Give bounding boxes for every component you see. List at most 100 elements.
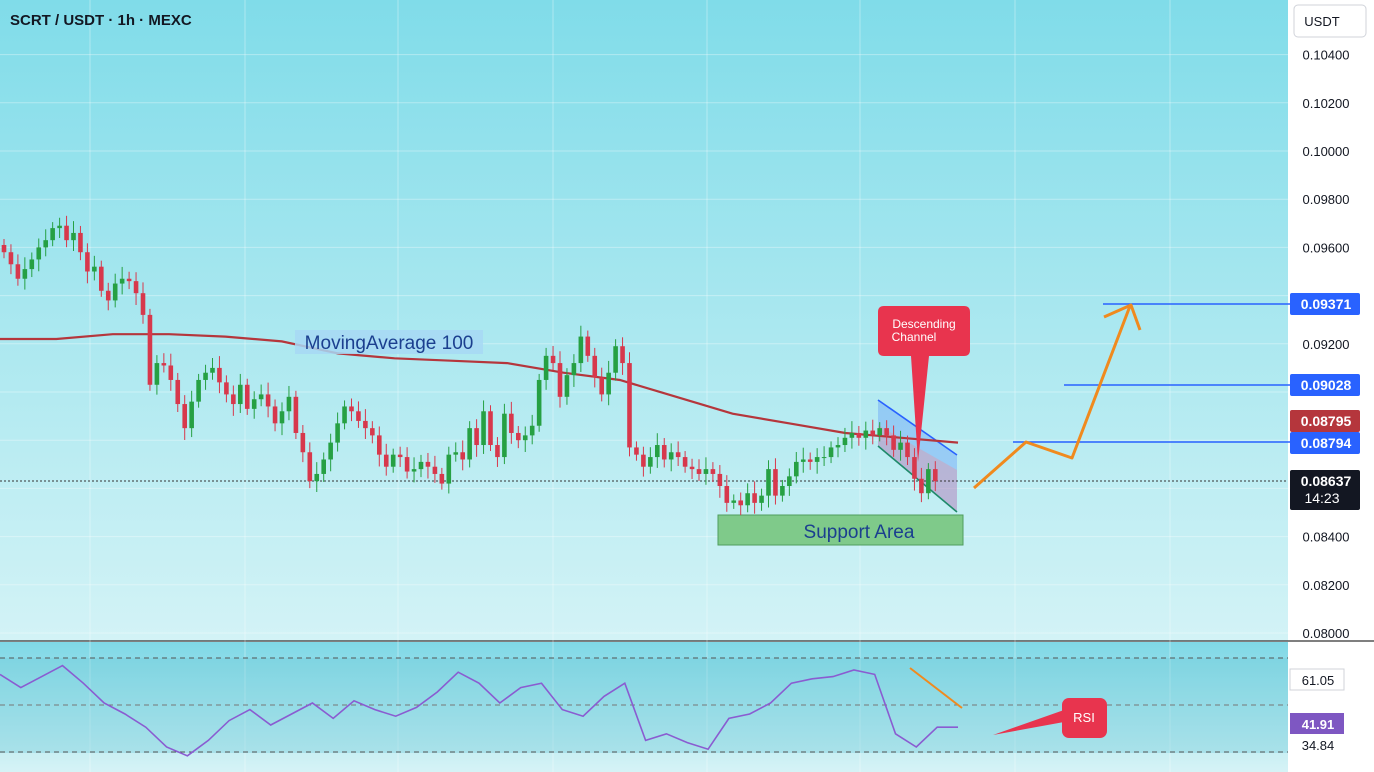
candle-body <box>731 500 736 502</box>
candle-body <box>141 293 146 315</box>
candle-body <box>245 385 250 409</box>
price-tick-label: 0.10400 <box>1303 48 1350 63</box>
candle-body <box>773 469 778 496</box>
rsi-callout-label: RSI <box>1073 710 1095 725</box>
price-tick-label: 0.09800 <box>1303 192 1350 207</box>
candle-body <box>926 469 931 493</box>
candle-body <box>148 315 153 385</box>
candle-body <box>815 457 820 462</box>
candle-body <box>537 380 542 426</box>
candle-body <box>127 279 132 281</box>
candle-body <box>460 452 465 459</box>
candle-body <box>864 431 869 438</box>
price-tick-label: 0.10000 <box>1303 144 1350 159</box>
price-tick-label: 0.08400 <box>1303 530 1350 545</box>
candle-body <box>238 385 243 404</box>
candle-body <box>530 426 535 436</box>
candle-body <box>620 346 625 363</box>
candle-body <box>905 443 910 457</box>
candle-body <box>884 428 889 435</box>
candle-body <box>217 368 222 382</box>
candle-body <box>189 402 194 429</box>
candle-body <box>766 469 771 496</box>
last-price-value: 0.08637 <box>1301 473 1352 489</box>
candle-body <box>259 394 264 399</box>
candle-body <box>440 474 445 484</box>
candle-body <box>384 455 389 467</box>
candle-body <box>391 455 396 467</box>
candle-body <box>599 378 604 395</box>
ma-value: 0.08795 <box>1301 413 1352 429</box>
candle-body <box>321 459 326 473</box>
candle-body <box>870 431 875 436</box>
candle-body <box>843 438 848 445</box>
candle-body <box>752 493 757 503</box>
candle-body <box>23 269 28 279</box>
candle-body <box>294 397 299 433</box>
currency-label: USDT <box>1304 14 1339 29</box>
candle-body <box>78 233 83 252</box>
candle-body <box>592 356 597 378</box>
candle-body <box>898 443 903 450</box>
candle-body <box>481 411 486 445</box>
candle-body <box>544 356 549 380</box>
target-2-value: 0.09028 <box>1301 377 1352 393</box>
candle-body <box>933 469 938 481</box>
candle-body <box>162 363 167 365</box>
candle-body <box>516 433 521 440</box>
candle-body <box>356 411 361 421</box>
candle-body <box>92 267 97 272</box>
candle-body <box>453 452 458 454</box>
price-tick-label: 0.08000 <box>1303 626 1350 641</box>
candle-body <box>857 433 862 438</box>
candle-body <box>474 428 479 445</box>
candle-body <box>662 445 667 459</box>
candle-body <box>363 421 368 428</box>
price-tick-label: 0.09200 <box>1303 337 1350 352</box>
candle-body <box>447 455 452 484</box>
channel-label-line1: Descending <box>892 317 955 331</box>
candle-body <box>342 406 347 423</box>
price-tick-label: 0.08200 <box>1303 578 1350 593</box>
candle-body <box>523 435 528 440</box>
target-1-value: 0.09371 <box>1301 296 1352 312</box>
candle-body <box>613 346 618 373</box>
candle-body <box>120 279 125 284</box>
candle-body <box>370 428 375 435</box>
channel-label-line2: Channel <box>892 330 937 344</box>
candle-body <box>877 428 882 435</box>
candle-body <box>738 500 743 505</box>
price-pane-background <box>0 0 1288 641</box>
candle-body <box>822 457 827 458</box>
countdown-value: 14:23 <box>1304 490 1339 506</box>
candle-body <box>919 479 924 493</box>
candle-body <box>252 399 257 409</box>
candle-body <box>203 373 208 380</box>
candle-body <box>509 414 514 433</box>
candle-body <box>829 447 834 457</box>
candle-body <box>280 411 285 423</box>
candle-body <box>606 373 611 395</box>
candle-body <box>175 380 180 404</box>
candle-body <box>419 462 424 469</box>
rsi-upper-value: 61.05 <box>1302 673 1335 688</box>
candle-body <box>377 435 382 454</box>
price-tick-label: 0.09600 <box>1303 240 1350 255</box>
candle-body <box>690 467 695 469</box>
candle-body <box>467 428 472 459</box>
candle-body <box>495 445 500 457</box>
candle-body <box>433 467 438 474</box>
rsi-lower-value: 34.84 <box>1302 738 1335 753</box>
candle-body <box>155 363 160 385</box>
candle-body <box>335 423 340 442</box>
candle-body <box>9 252 14 264</box>
candle-body <box>565 375 570 397</box>
candle-body <box>273 406 278 423</box>
candle-body <box>725 486 730 503</box>
candle-body <box>113 284 118 301</box>
candle-body <box>586 337 591 356</box>
symbol-title: SCRT / USDT · 1h · MEXC <box>10 12 192 29</box>
candle-body <box>36 247 41 259</box>
